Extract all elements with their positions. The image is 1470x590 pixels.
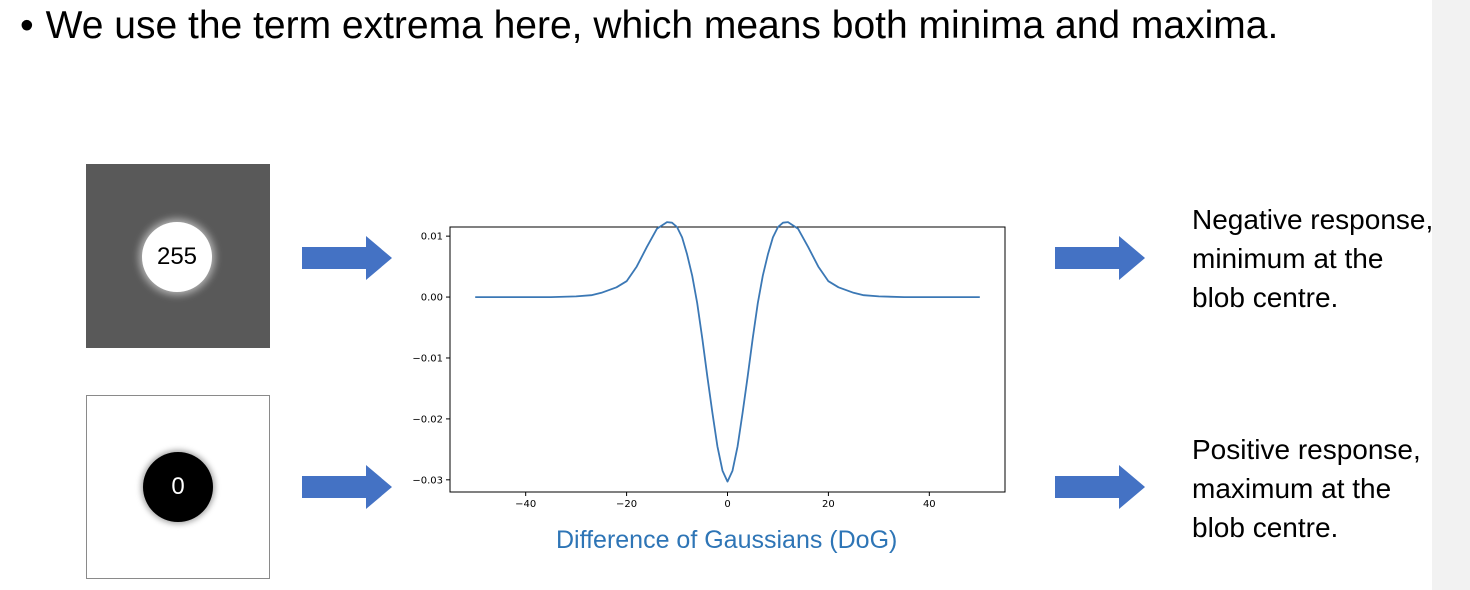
bright-blob-disc: 255	[142, 222, 212, 292]
arrow-right-icon	[302, 465, 392, 509]
bright-blob-value: 255	[156, 243, 198, 270]
y-tick-label: −0.03	[412, 475, 443, 486]
dark-blob-image: 0	[86, 395, 270, 579]
arrow-right-icon	[1055, 236, 1145, 280]
bright-blob-image: 255	[86, 164, 270, 348]
bullet-point: • We use the term extrema here, which mea…	[20, 4, 1278, 48]
x-tick-label: 20	[822, 499, 835, 510]
chart-caption: Difference of Gaussians (DoG)	[556, 526, 898, 554]
y-tick-label: 0.00	[421, 293, 443, 304]
bullet-dot: •	[20, 4, 34, 47]
negative-response-line: blob centre.	[1192, 282, 1339, 313]
positive-response-line: maximum at the	[1192, 473, 1392, 504]
arrow-right-icon	[1055, 465, 1145, 509]
negative-response-line: minimum at the	[1192, 243, 1384, 274]
dog-curve-line	[475, 221, 980, 483]
positive-response-line: blob centre.	[1192, 512, 1339, 543]
bullet-text: We use the term extrema here, which mean…	[45, 4, 1279, 47]
dark-blob-disc: 0	[143, 452, 213, 522]
dark-blob-value: 0	[171, 473, 185, 500]
negative-response-text: Negative response, minimum at the blob c…	[1192, 200, 1433, 317]
positive-response-text: Positive response, maximum at the blob c…	[1192, 430, 1421, 547]
y-tick-label: −0.02	[412, 414, 443, 425]
positive-response-line: Positive response,	[1192, 434, 1421, 465]
y-tick-label: 0.01	[421, 232, 443, 243]
x-tick-label: 40	[923, 499, 936, 510]
plot-frame	[449, 226, 1006, 493]
x-tick-label: −40	[515, 499, 536, 510]
x-tick-label: −20	[616, 499, 637, 510]
arrow-right-icon	[302, 236, 392, 280]
y-tick-label: −0.01	[412, 353, 443, 364]
x-tick-label: 0	[724, 499, 730, 510]
window-edge-strip	[1432, 0, 1470, 590]
negative-response-line: Negative response,	[1192, 204, 1434, 235]
